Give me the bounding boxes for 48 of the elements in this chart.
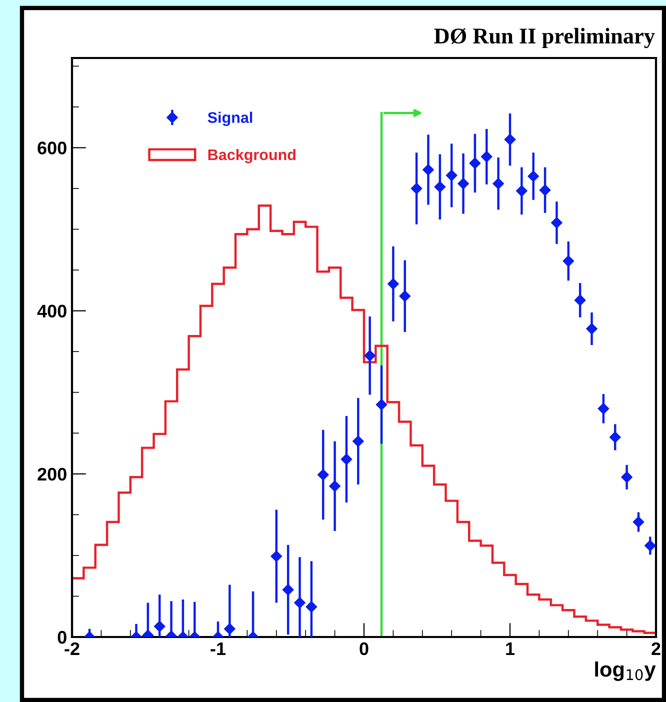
y-tick-label: 400 (37, 304, 66, 318)
chart-title: DØ Run II preliminary (434, 28, 655, 48)
point (294, 597, 306, 608)
point (352, 436, 364, 447)
x-axis-title: log$_{10}$y (595, 661, 656, 681)
point (539, 184, 551, 196)
point (621, 472, 632, 483)
point (422, 164, 434, 176)
point (376, 398, 388, 410)
point (551, 217, 562, 228)
legend-label: Background (208, 148, 296, 164)
x-tick-label: -1 (210, 642, 226, 655)
point (329, 480, 340, 492)
point (574, 294, 586, 306)
y-tick-label: 600 (38, 142, 66, 154)
point (410, 182, 422, 194)
legend-label: Signal (208, 112, 252, 126)
point (644, 540, 656, 552)
point (562, 255, 574, 267)
point (586, 323, 598, 334)
point (598, 403, 610, 414)
point (528, 170, 539, 182)
point (399, 290, 410, 302)
point (632, 516, 644, 528)
point (154, 620, 166, 632)
point (224, 623, 236, 634)
y-tick-label: 0 (58, 630, 66, 644)
x-tick-label: 1 (506, 642, 515, 655)
point (282, 584, 294, 596)
point (270, 550, 282, 562)
point (446, 170, 458, 182)
point (458, 178, 469, 190)
point (306, 601, 318, 612)
point (469, 158, 481, 169)
point (481, 151, 492, 162)
x-tick-label: 2 (652, 642, 660, 655)
point (492, 178, 504, 190)
x-tick-label: -2 (64, 642, 80, 655)
point (340, 454, 352, 465)
x-tick-label: 0 (360, 642, 368, 656)
point (434, 181, 446, 192)
point (516, 185, 528, 197)
point (364, 350, 376, 362)
point (318, 469, 329, 480)
point (388, 278, 399, 290)
point (504, 134, 516, 146)
y-tick-label: 200 (38, 468, 66, 481)
point (610, 432, 621, 443)
